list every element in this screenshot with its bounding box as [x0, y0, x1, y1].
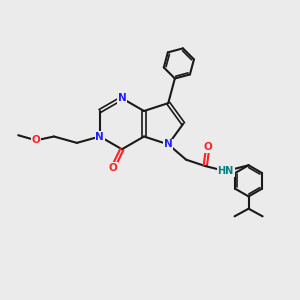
Text: O: O [203, 142, 212, 152]
Text: O: O [32, 135, 40, 145]
Text: N: N [95, 131, 104, 142]
Text: O: O [109, 163, 117, 173]
Text: N: N [118, 93, 126, 103]
Text: N: N [164, 140, 172, 149]
Text: HN: HN [218, 166, 234, 176]
